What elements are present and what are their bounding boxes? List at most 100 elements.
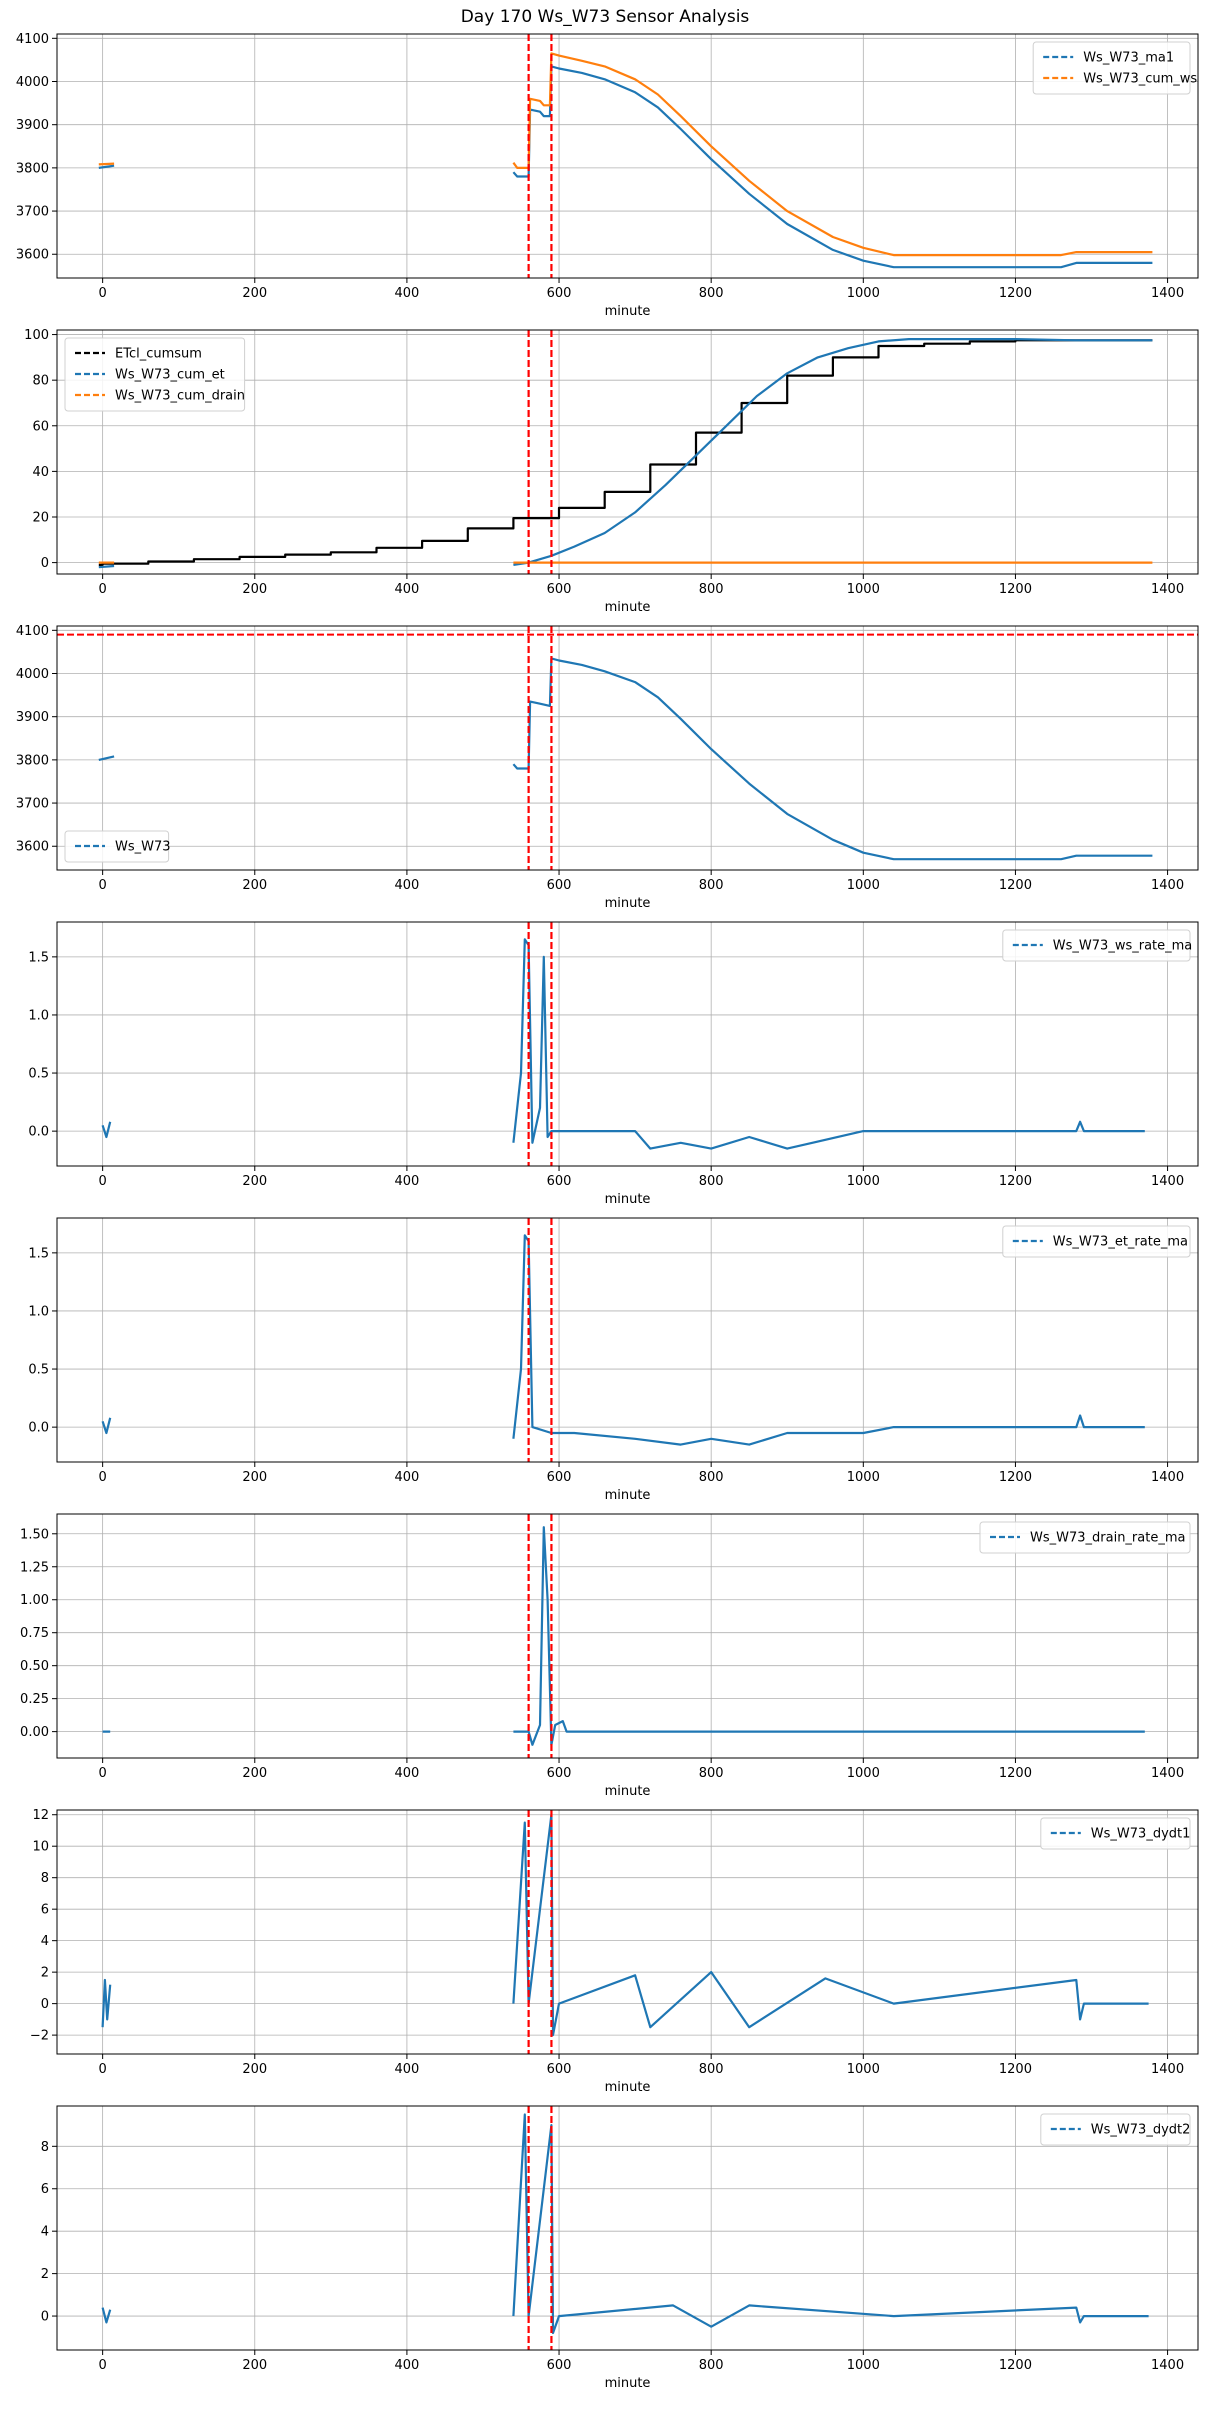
x-tick-label: 1400 xyxy=(1151,1174,1184,1189)
y-tick-label: 1.5 xyxy=(28,950,49,965)
y-tick-label: 1.0 xyxy=(28,1304,49,1319)
x-tick-label: 600 xyxy=(547,1766,572,1781)
y-tick-label: 1.00 xyxy=(20,1593,49,1608)
legend-label: ETcl_cumsum xyxy=(115,347,202,362)
y-tick-label: 4 xyxy=(41,2225,49,2240)
axes-frame xyxy=(56,1217,1199,1463)
legend: Ws_W73 xyxy=(64,830,171,863)
y-tick-label: 3700 xyxy=(16,797,49,812)
plot-area xyxy=(102,1514,1145,1758)
y-tick-label: 0.25 xyxy=(20,1692,49,1707)
axes-frame xyxy=(56,1809,1199,2055)
x-tick-label: 400 xyxy=(394,1766,419,1781)
x-tick-label: 600 xyxy=(547,1470,572,1485)
y-tick-label: 6 xyxy=(41,2182,49,2197)
x-tick-label: 400 xyxy=(394,1470,419,1485)
y-tick-label: 4 xyxy=(41,1934,49,1949)
y-tick-label: 0.00 xyxy=(20,1725,49,1740)
x-tick-label: 1400 xyxy=(1151,1766,1184,1781)
chart-panel-8: 0 200 400 600 800 1000 1200 1400 0 2 4 6 8 minute Ws_W… xyxy=(41,2105,1199,2391)
legend: Ws_W73_drain_rate_ma xyxy=(979,1521,1191,1554)
y-tick-label: 8 xyxy=(41,1871,49,1886)
series-line-Ws_W73_cum_ws xyxy=(98,52,1153,257)
x-axis-label: minute xyxy=(605,600,651,615)
x-tick-label: 800 xyxy=(699,582,724,597)
series-line-Ws_W73_ma1 xyxy=(98,65,1153,269)
x-tick-label: 0 xyxy=(98,2358,106,2373)
x-tick-label: 400 xyxy=(394,1174,419,1189)
x-tick-label: 800 xyxy=(699,878,724,893)
x-tick-label: 1200 xyxy=(999,1174,1032,1189)
y-tick-label: 6 xyxy=(41,1903,49,1918)
x-tick-label: 200 xyxy=(242,1470,267,1485)
y-tick-label: 2 xyxy=(41,1966,49,1981)
x-tick-label: 800 xyxy=(699,1766,724,1781)
x-axis-label: minute xyxy=(605,896,651,911)
x-tick-label: 0 xyxy=(98,582,106,597)
x-tick-label: 800 xyxy=(699,2062,724,2077)
y-tick-label: 40 xyxy=(32,465,49,480)
axes-frame xyxy=(56,329,1199,575)
x-tick-label: 0 xyxy=(98,1766,106,1781)
y-tick-label: 3800 xyxy=(16,161,49,176)
legend: Ws_W73_dydt2 xyxy=(1040,2113,1191,2146)
series-line-ETcl_cumsum xyxy=(98,339,1153,566)
x-tick-label: 200 xyxy=(242,2358,267,2373)
x-tick-label: 1000 xyxy=(847,2358,880,2373)
y-tick-label: 80 xyxy=(32,374,49,389)
x-axis-label: minute xyxy=(605,2376,651,2391)
chart-panel-4: 0 200 400 600 800 1000 1200 1400 0.0 0.5 1.0 1.5 min… xyxy=(28,921,1199,1207)
y-tick-label: 0.75 xyxy=(20,1626,49,1641)
x-tick-label: 1400 xyxy=(1151,878,1184,893)
plot-area xyxy=(101,1810,1149,2054)
series-line-Ws_W73 xyxy=(98,657,1153,861)
x-tick-label: 1000 xyxy=(847,1766,880,1781)
x-tick-label: 1200 xyxy=(999,1766,1032,1781)
axes-frame xyxy=(56,921,1199,1167)
y-tick-label: 2 xyxy=(41,2267,49,2282)
x-tick-label: 0 xyxy=(98,286,106,301)
legend-label: Ws_W73_dydt2 xyxy=(1091,2123,1191,2138)
chart-panel-6: 0 200 400 600 800 1000 1200 1400 0.00 0.25 0.50 0.7… xyxy=(20,1513,1199,1799)
y-tick-label: 0 xyxy=(41,1997,49,2012)
series-line-Ws_W73_dydt2 xyxy=(101,2113,1149,2335)
chart-panel-7: 0 200 400 600 800 1000 1200 1400 −2 0 2 4 6 8 10 12 minu… xyxy=(30,1808,1199,2095)
x-tick-label: 0 xyxy=(98,1470,106,1485)
legend-box xyxy=(1002,929,1191,962)
y-tick-label: −2 xyxy=(30,2029,49,2044)
x-tick-label: 200 xyxy=(242,2062,267,2077)
y-tick-label: 4000 xyxy=(16,75,49,90)
x-tick-label: 1000 xyxy=(847,1470,880,1485)
plot-area xyxy=(101,922,1145,1166)
legend: Ws_W73_ws_rate_ma xyxy=(1002,929,1192,962)
y-tick-label: 1.50 xyxy=(20,1527,49,1542)
x-tick-label: 800 xyxy=(699,2358,724,2373)
x-tick-label: 800 xyxy=(699,286,724,301)
y-tick-label: 4000 xyxy=(16,667,49,682)
y-tick-label: 4100 xyxy=(16,32,49,47)
x-tick-label: 1400 xyxy=(1151,2358,1184,2373)
x-tick-label: 0 xyxy=(98,1174,106,1189)
legend-label: Ws_W73_drain_rate_ma xyxy=(1030,1531,1185,1546)
y-tick-label: 0.5 xyxy=(28,1067,49,1082)
series-line-Ws_W73_cum_et xyxy=(98,338,1153,569)
axes-frame xyxy=(56,625,1199,871)
legend-box xyxy=(1002,1225,1191,1258)
plot-area xyxy=(98,34,1153,278)
y-tick-label: 1.0 xyxy=(28,1008,49,1023)
legend-box xyxy=(64,830,170,863)
chart-panel-3: 0 200 400 600 800 1000 1200 1400 3600 3700 3800 390… xyxy=(16,624,1199,911)
series-line-Ws_W73_dydt1 xyxy=(101,1813,1149,2037)
legend: Ws_W73_et_rate_ma xyxy=(1002,1225,1191,1258)
x-tick-label: 1000 xyxy=(847,1174,880,1189)
y-tick-label: 3800 xyxy=(16,753,49,768)
legend-box xyxy=(64,337,246,412)
x-tick-label: 400 xyxy=(394,2062,419,2077)
plot-area xyxy=(101,2106,1149,2350)
x-tick-label: 200 xyxy=(242,1766,267,1781)
y-tick-label: 12 xyxy=(32,1808,49,1823)
chart-panel-1: 0 200 400 600 800 1000 1200 1400 3600 3700 3800 390… xyxy=(16,32,1199,319)
series-line-Ws_W73_drain_rate_ma xyxy=(102,1526,1145,1746)
legend-label: Ws_W73_cum_ws xyxy=(1083,72,1197,87)
